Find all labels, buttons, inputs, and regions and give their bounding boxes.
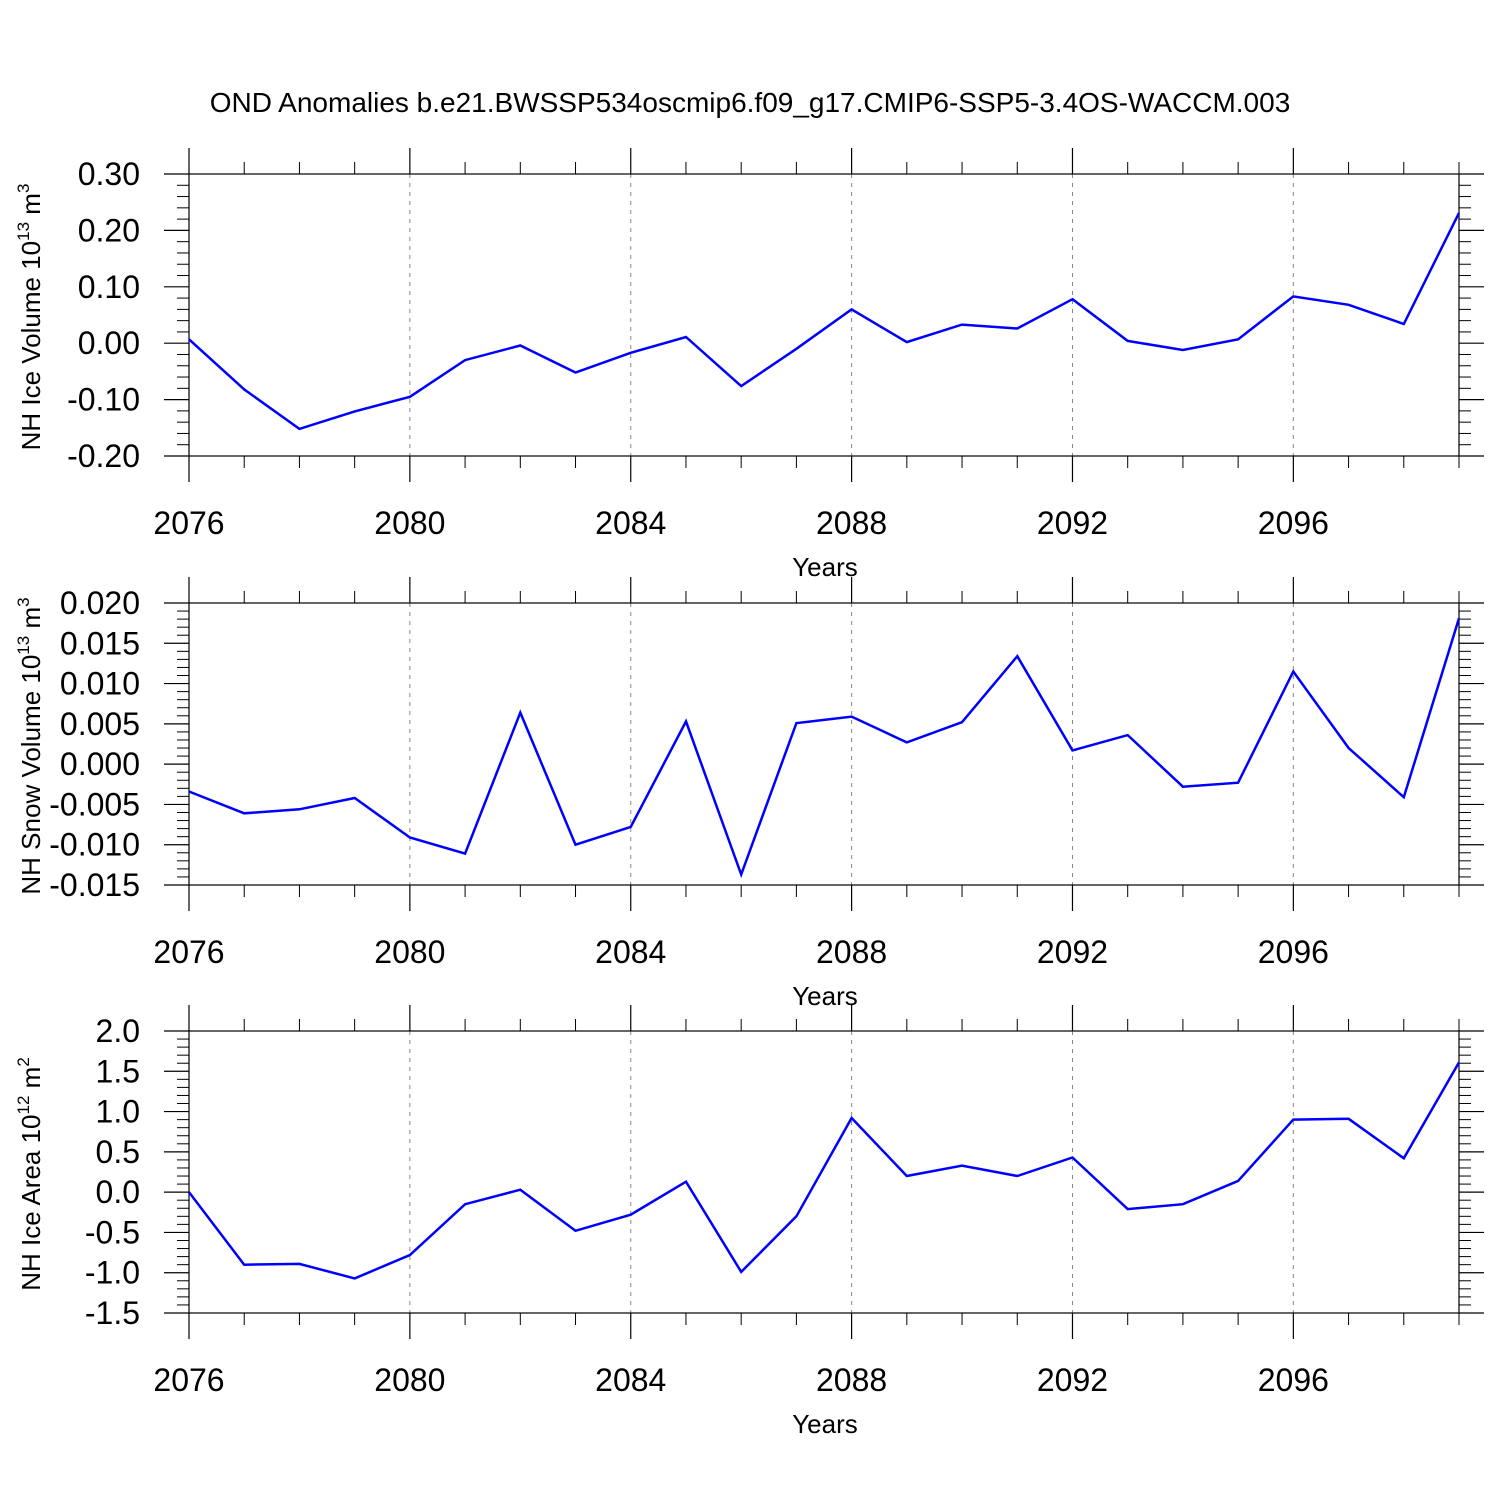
x-tick-label: 2092 — [1037, 934, 1108, 970]
y-tick-label: 0.015 — [60, 625, 140, 661]
x-tick-label: 2092 — [1037, 505, 1108, 541]
y-tick-label: -1.5 — [85, 1295, 140, 1331]
y-tick-label: -0.010 — [49, 827, 140, 863]
chart-title: OND Anomalies b.e21.BWSSP534oscmip6.f09_… — [210, 87, 1291, 118]
plot-frame — [188, 1030, 1460, 1314]
y-axis-title-unit-exponent: 3 — [14, 597, 33, 606]
y-tick-label: 0.020 — [60, 585, 140, 621]
y-tick-label: -0.015 — [49, 867, 140, 903]
x-tick-label: 2096 — [1258, 1362, 1329, 1398]
y-tick-label: 2.0 — [96, 1013, 140, 1049]
y-axis-title-main: NH Ice Area 10 — [16, 1114, 46, 1290]
x-tick-label: 2084 — [595, 1362, 666, 1398]
y-axis-title-unit-exponent: 2 — [14, 1057, 33, 1066]
y-tick-label: 0.000 — [60, 746, 140, 782]
y-axis-title: NH Snow Volume 1013 m3 — [14, 597, 46, 894]
y-tick-label: -0.5 — [85, 1214, 140, 1250]
plot-frame — [188, 602, 1460, 886]
y-tick-label: 1.5 — [96, 1053, 140, 1089]
y-axis-title-main: NH Snow Volume 10 — [16, 655, 46, 895]
y-tick-label: -0.20 — [67, 438, 140, 474]
x-tick-label: 2088 — [816, 1362, 887, 1398]
x-tick-label: 2096 — [1258, 505, 1329, 541]
series-line — [188, 617, 1461, 879]
y-tick-label: 0.10 — [78, 269, 140, 305]
x-tick-label: 2080 — [374, 934, 445, 970]
x-tick-label: 2088 — [816, 505, 887, 541]
x-axis-title: Years — [792, 981, 858, 1011]
panel-ice-volume: 2076 2080 2084 2088 2092 2096 Years -0.20 -0.10 0… — [14, 148, 1484, 582]
x-axis-title: Years — [792, 552, 858, 582]
y-axis-title-unit-exponent: 3 — [14, 184, 33, 193]
x-tick-label: 2096 — [1258, 934, 1329, 970]
y-tick-label: -0.10 — [67, 382, 140, 418]
y-tick-label: 0.005 — [60, 706, 140, 742]
panel-ice-area: 2076 2080 2084 2088 2092 2096 Years -1.5 -1.0 -0.… — [14, 1005, 1484, 1439]
y-tick-label: 0.0 — [96, 1174, 140, 1210]
y-tick-label: 0.30 — [78, 156, 140, 192]
y-tick-label: -1.0 — [85, 1255, 140, 1291]
plot-frame — [188, 173, 1460, 457]
panel-snow-volume: 2076 2080 2084 2088 2092 2096 Years -0.015 -0.01… — [14, 577, 1484, 1011]
y-axis-title: NH Ice Volume 1013 m3 — [14, 184, 46, 451]
y-tick-label: 0.5 — [96, 1134, 140, 1170]
series-line — [188, 1061, 1461, 1280]
y-axis-title-exponent: 13 — [14, 636, 33, 655]
x-tick-label: 2076 — [153, 1362, 224, 1398]
x-tick-label: 2084 — [595, 505, 666, 541]
y-axis-title-main: NH Ice Volume 10 — [16, 241, 46, 451]
x-tick-label: 2076 — [153, 505, 224, 541]
y-axis-title-unit: m — [16, 1067, 46, 1096]
y-tick-label: -0.005 — [49, 786, 140, 822]
y-axis-title: NH Ice Area 1012 m2 — [14, 1057, 46, 1291]
y-axis-title-unit: m — [16, 193, 46, 222]
series-line — [188, 212, 1461, 431]
y-tick-label: 1.0 — [96, 1094, 140, 1130]
x-tick-label: 2076 — [153, 934, 224, 970]
y-axis-title-unit: m — [16, 607, 46, 636]
x-axis-title: Years — [792, 1409, 858, 1439]
y-tick-label: 0.00 — [78, 325, 140, 361]
y-tick-label: 0.010 — [60, 666, 140, 702]
x-tick-label: 2080 — [374, 1362, 445, 1398]
x-tick-label: 2092 — [1037, 1362, 1108, 1398]
x-tick-label: 2088 — [816, 934, 887, 970]
x-tick-label: 2084 — [595, 934, 666, 970]
y-axis-title-exponent: 12 — [14, 1096, 33, 1115]
y-axis-title-exponent: 13 — [14, 222, 33, 241]
y-tick-label: 0.20 — [78, 212, 140, 248]
x-tick-label: 2080 — [374, 505, 445, 541]
